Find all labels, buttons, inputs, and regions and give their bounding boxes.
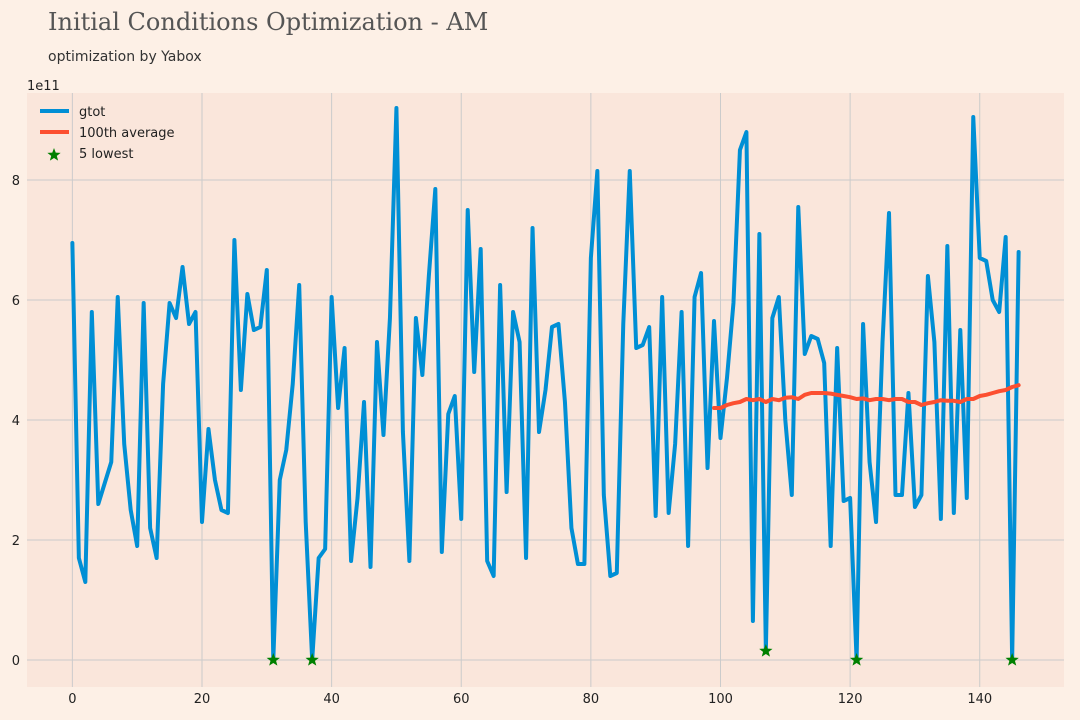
x-tick-label: 0 xyxy=(68,692,76,707)
legend-label: 5 lowest xyxy=(79,147,133,162)
series-line xyxy=(70,106,1021,662)
chart-subtitle: optimization by Yabox xyxy=(48,49,202,65)
chart-title: Initial Conditions Optimization - AM xyxy=(48,8,489,36)
y-tick-label: 2 xyxy=(12,534,20,549)
x-tick-label: 80 xyxy=(583,692,600,707)
y-tick-label: 8 xyxy=(12,174,20,189)
legend: gtot 100th average 5 lowest xyxy=(40,105,175,162)
legend-star-marker xyxy=(47,148,61,161)
x-tick-label: 120 xyxy=(838,692,863,707)
grid xyxy=(27,93,1064,687)
lowest-point-marker xyxy=(305,653,319,666)
y-tick-label: 4 xyxy=(12,414,20,429)
y-tick-label: 0 xyxy=(12,654,20,669)
y-scale-label: 1e11 xyxy=(27,79,60,94)
x-tick-label: 140 xyxy=(967,692,992,707)
lowest-point-marker xyxy=(849,653,864,666)
y-tick-label: 6 xyxy=(12,294,20,309)
series-layer xyxy=(70,106,1021,666)
series-line xyxy=(712,383,1021,410)
y-tick-labels: 0 2 4 6 8 xyxy=(12,174,20,669)
lowest-point-marker xyxy=(759,644,773,657)
x-tick-label: 20 xyxy=(194,692,211,707)
x-tick-labels: 0 20 40 60 80 100 120 140 xyxy=(68,692,992,707)
x-tick-label: 40 xyxy=(323,692,340,707)
x-tick-label: 100 xyxy=(708,692,733,707)
lowest-point-marker xyxy=(266,653,280,666)
legend-label: gtot xyxy=(79,105,105,120)
x-tick-label: 60 xyxy=(453,692,470,707)
legend-label: 100th average xyxy=(79,126,175,141)
lowest-point-marker xyxy=(1005,653,1019,666)
